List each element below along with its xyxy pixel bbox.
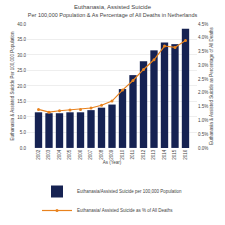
svg-text:1.5%: 1.5% <box>198 104 208 109</box>
svg-text:4.5%: 4.5% <box>198 22 208 27</box>
svg-text:25.0: 25.0 <box>17 68 26 73</box>
svg-text:Euthanasia & Assisted Suicide: Euthanasia & Assisted Suicide as Percent… <box>209 26 214 144</box>
svg-text:2014: 2014 <box>162 149 167 160</box>
svg-text:2010: 2010 <box>120 149 125 160</box>
svg-text:2015: 2015 <box>172 149 177 160</box>
svg-text:0.0: 0.0 <box>20 146 27 151</box>
svg-text:2.5%: 2.5% <box>198 77 208 82</box>
svg-text:3.5%: 3.5% <box>198 49 208 54</box>
svg-text:2002: 2002 <box>36 149 41 160</box>
svg-text:Euthanasia/ Assisted Suicide a: Euthanasia/ Assisted Suicide as % of All… <box>77 208 173 213</box>
svg-text:0.5%: 0.5% <box>198 132 208 137</box>
svg-text:30.0: 30.0 <box>17 53 26 58</box>
svg-text:2016: 2016 <box>183 149 188 160</box>
svg-text:5.0: 5.0 <box>20 130 27 135</box>
svg-text:20.0: 20.0 <box>17 84 26 89</box>
svg-text:Euthanasia, Assisted SuicidePe: Euthanasia, Assisted SuicidePer 100,000 … <box>28 4 198 18</box>
svg-text:2004: 2004 <box>57 149 62 160</box>
svg-text:2006: 2006 <box>78 149 83 160</box>
svg-text:Euthanasia/Assisted Suicide pe: Euthanasia/Assisted Suicide per 100,000 … <box>77 189 182 194</box>
svg-text:15.0: 15.0 <box>17 99 26 104</box>
svg-text:Euthanasia & Assisted Suicide: Euthanasia & Assisted Suicide Per 100,00… <box>10 31 15 141</box>
svg-text:2007: 2007 <box>88 149 93 160</box>
svg-text:0.0%: 0.0% <box>198 146 208 151</box>
svg-text:1.0%: 1.0% <box>198 118 208 123</box>
svg-text:2003: 2003 <box>46 149 51 160</box>
svg-text:2013: 2013 <box>151 149 156 160</box>
svg-text:40.0: 40.0 <box>17 22 26 27</box>
svg-text:2011: 2011 <box>130 149 135 159</box>
svg-text:As (Year): As (Year) <box>103 160 122 165</box>
svg-text:4.0%: 4.0% <box>198 35 208 40</box>
svg-text:2009: 2009 <box>109 149 114 160</box>
svg-text:2005: 2005 <box>67 149 72 160</box>
svg-text:2008: 2008 <box>99 149 104 160</box>
svg-text:35.0: 35.0 <box>17 37 26 42</box>
svg-text:2.0%: 2.0% <box>198 90 208 95</box>
svg-text:3.0%: 3.0% <box>198 63 208 68</box>
svg-text:2012: 2012 <box>141 149 146 160</box>
svg-text:10.0: 10.0 <box>17 115 26 120</box>
